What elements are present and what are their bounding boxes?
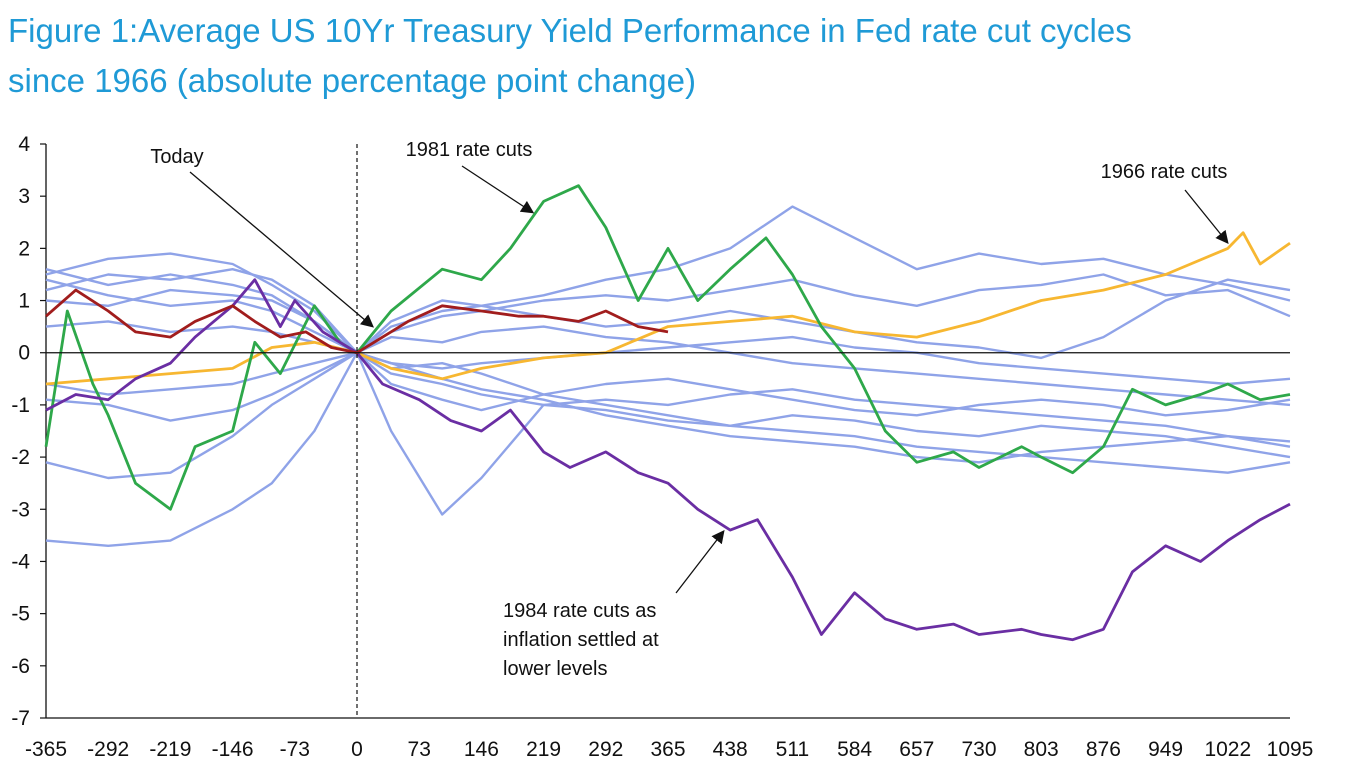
annotation-label: Today bbox=[150, 146, 203, 168]
annotation-label: 1966 rate cuts bbox=[1101, 161, 1228, 183]
annotation-label: inflation settled at bbox=[503, 629, 659, 651]
x-tick-label: 584 bbox=[837, 738, 872, 761]
x-tick-label: 1022 bbox=[1204, 738, 1251, 761]
x-tick-label: 803 bbox=[1024, 738, 1059, 761]
series-line bbox=[45, 278, 1291, 642]
y-tick-label: -7 bbox=[11, 707, 30, 730]
series-line bbox=[44, 184, 1291, 511]
x-tick-label: -73 bbox=[280, 738, 310, 761]
x-tick-label: 73 bbox=[408, 738, 431, 761]
chart-title-line-2: since 1966 (absolute percentage point ch… bbox=[8, 62, 696, 99]
x-tick-label: 146 bbox=[464, 738, 499, 761]
x-tick-label: 730 bbox=[961, 738, 996, 761]
x-tick-label: 876 bbox=[1086, 738, 1121, 761]
chart-title: Figure 1:Average US 10Yr Treasury Yield … bbox=[8, 6, 1338, 106]
x-tick-label: 292 bbox=[588, 738, 623, 761]
x-tick-label: 511 bbox=[776, 738, 809, 761]
series-line bbox=[45, 288, 669, 355]
chart-title-line-1: Figure 1:Average US 10Yr Treasury Yield … bbox=[8, 12, 1132, 49]
annotation-label: 1984 rate cuts as bbox=[503, 600, 656, 622]
y-tick-label: 3 bbox=[18, 185, 30, 208]
y-tick-label: -3 bbox=[11, 498, 30, 521]
series-line bbox=[45, 205, 1291, 354]
y-tick-label: -4 bbox=[11, 550, 30, 573]
today-arrow bbox=[189, 171, 374, 328]
x-tick-label: 949 bbox=[1148, 738, 1183, 761]
series-line bbox=[45, 231, 1291, 386]
annotation-label: 1981 rate cuts bbox=[406, 139, 533, 161]
y-tick-label: -1 bbox=[11, 394, 30, 417]
x-tick-label: -365 bbox=[25, 738, 67, 761]
series-line bbox=[45, 351, 1291, 547]
series-line bbox=[45, 268, 1291, 360]
arrow-1966 bbox=[1184, 189, 1229, 245]
arrow-1984 bbox=[675, 529, 725, 594]
annotation-label: lower levels bbox=[503, 658, 607, 680]
x-tick-label: 365 bbox=[650, 738, 685, 761]
y-tick-label: 4 bbox=[18, 133, 30, 156]
y-tick-label: -2 bbox=[11, 446, 30, 469]
series-line bbox=[45, 351, 1291, 417]
series-line bbox=[45, 268, 1291, 407]
series-line bbox=[45, 351, 1291, 464]
y-tick-label: -5 bbox=[11, 603, 30, 626]
x-tick-label: -219 bbox=[149, 738, 191, 761]
arrow-1981 bbox=[461, 165, 535, 214]
x-tick-label: 0 bbox=[351, 738, 363, 761]
y-tick-label: 1 bbox=[18, 290, 30, 313]
y-tick-label: -6 bbox=[11, 655, 30, 678]
series-line bbox=[45, 273, 1291, 354]
series-line bbox=[45, 278, 1291, 459]
series-line bbox=[45, 351, 1291, 480]
y-tick-label: 0 bbox=[18, 342, 30, 365]
y-tick-label: 2 bbox=[18, 237, 30, 260]
x-tick-label: -146 bbox=[212, 738, 254, 761]
x-tick-label: -292 bbox=[87, 738, 129, 761]
x-tick-label: 438 bbox=[713, 738, 748, 761]
x-tick-label: 1095 bbox=[1267, 738, 1314, 761]
x-tick-label: 657 bbox=[899, 738, 934, 761]
x-tick-label: 219 bbox=[526, 738, 561, 761]
